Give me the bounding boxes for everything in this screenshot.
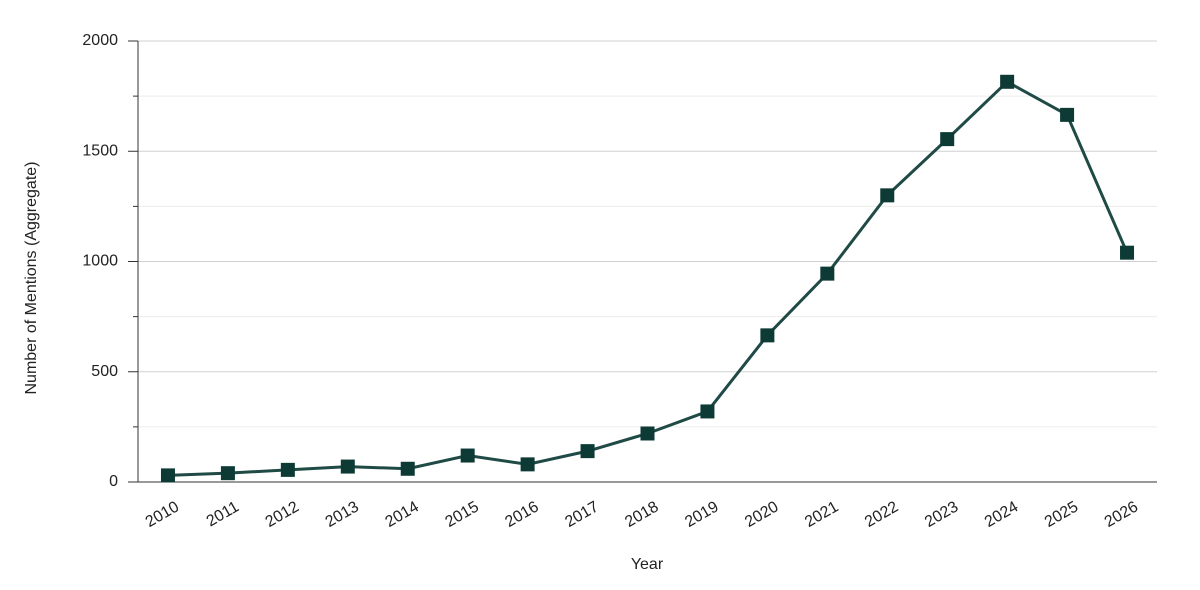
marker <box>580 444 595 459</box>
x-tick-label: 2010 <box>143 498 182 531</box>
x-tick-label: 2019 <box>682 498 721 531</box>
marker <box>940 132 955 147</box>
x-axis-title: Year <box>631 556 664 573</box>
x-tick-label: 2016 <box>502 498 541 531</box>
x-tick-label: 2025 <box>1042 498 1081 531</box>
marker <box>820 266 835 281</box>
marker <box>160 468 175 483</box>
x-tick-label: 2020 <box>742 498 781 531</box>
marker <box>460 448 475 463</box>
x-tick-label: 2024 <box>982 498 1021 531</box>
marker <box>1000 74 1015 89</box>
y-tick-label: 500 <box>91 363 118 380</box>
y-tick-label: 1500 <box>82 142 118 159</box>
x-tick-label: 2018 <box>622 498 661 531</box>
x-tick-label: 2011 <box>204 498 242 530</box>
marker <box>1060 107 1075 122</box>
x-tick-label: 2022 <box>862 498 901 531</box>
marker <box>1120 245 1135 260</box>
x-tick-label: 2012 <box>263 498 302 531</box>
x-tick-label: 2026 <box>1102 498 1141 531</box>
marker <box>400 461 415 476</box>
marker <box>340 459 355 474</box>
marker <box>760 328 775 343</box>
x-tick-label: 2021 <box>802 498 841 531</box>
x-tick-label: 2023 <box>922 498 961 531</box>
y-tick-label: 0 <box>109 473 118 490</box>
line <box>167 79 1129 477</box>
y-axis-title: Number of Mentions (Aggregate) <box>23 162 40 395</box>
x-tick-label: 2017 <box>562 498 601 531</box>
y-tick-label: 2000 <box>82 32 118 49</box>
x-tick-label: 2013 <box>323 498 362 531</box>
marker <box>520 457 535 472</box>
x-tick-label: 2014 <box>383 498 422 531</box>
marker <box>700 404 715 419</box>
marker <box>640 426 655 441</box>
marker <box>880 188 895 203</box>
x-tick-label: 2015 <box>442 498 481 531</box>
marker <box>280 462 295 477</box>
marker <box>220 466 235 481</box>
y-tick-label: 1000 <box>82 253 118 270</box>
